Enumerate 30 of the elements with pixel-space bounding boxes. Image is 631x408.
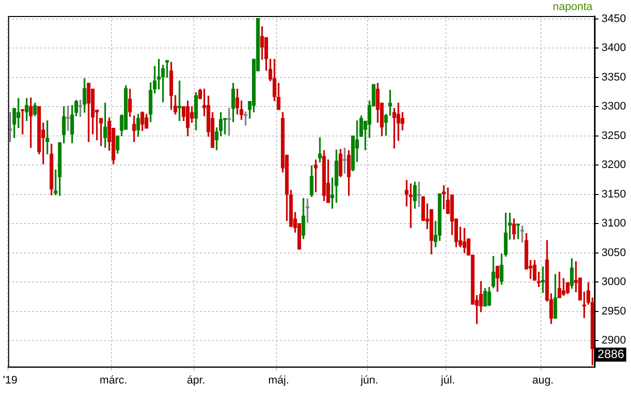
y-tick-label: 3400 <box>602 42 626 54</box>
y-tick-label: 3050 <box>602 246 626 259</box>
text: 2886 <box>598 346 625 361</box>
candlestick <box>306 198 310 223</box>
y-tick-label: 2950 <box>602 305 626 318</box>
y-tick-label: 3350 <box>602 71 626 84</box>
text: naponta <box>552 1 594 14</box>
candlestick <box>244 112 248 126</box>
candlestick <box>562 278 566 296</box>
y-tick-label: 2900 <box>602 334 626 347</box>
candlestick <box>178 80 182 121</box>
candlestick <box>227 108 231 136</box>
x-tick-label: '19 <box>3 374 18 386</box>
candlestick <box>417 182 421 207</box>
y-tick-label: 3000 <box>602 276 626 288</box>
y-tick-label: 3200 <box>602 159 626 172</box>
y-tick-label: 3100 <box>602 218 626 230</box>
x-tick-label: júl. <box>440 374 455 386</box>
y-tick-label: 3450 <box>602 12 626 25</box>
candlestick <box>16 98 20 128</box>
x-tick-label: aug. <box>532 374 554 386</box>
y-tick-label: 3150 <box>602 188 626 200</box>
y-tick-label: 3250 <box>602 130 626 142</box>
x-tick-label: ápr. <box>186 374 206 386</box>
x-tick-label: máj. <box>268 374 289 386</box>
candlestick <box>66 106 70 131</box>
x-tick-label: márc. <box>100 374 128 386</box>
x-tick-label: jún. <box>360 374 378 386</box>
y-tick-label: 3300 <box>602 100 626 113</box>
candlestick <box>20 109 24 134</box>
